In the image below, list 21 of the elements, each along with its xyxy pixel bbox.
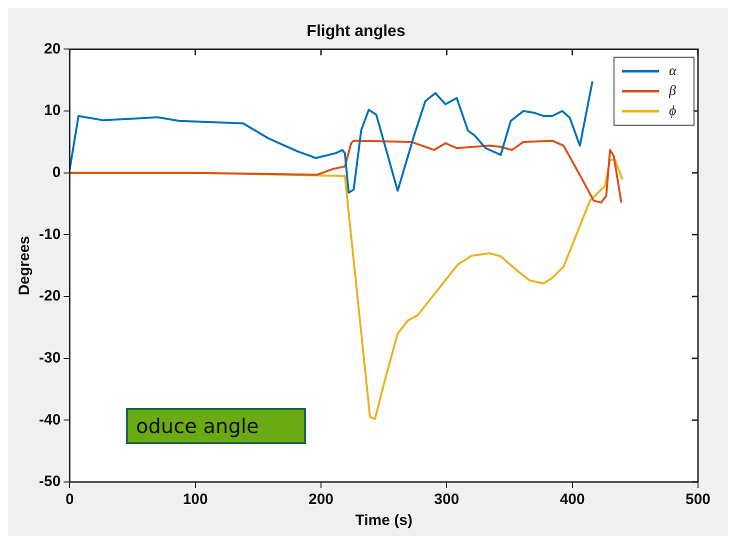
y-tick-label: -30	[38, 349, 61, 366]
annotation: oduce angle	[126, 408, 306, 444]
x-tick-label: 200	[308, 491, 334, 508]
y-tick-label: 20	[44, 40, 61, 58]
x-tick-label: 100	[182, 491, 208, 508]
y-tick-label: 0	[52, 164, 61, 181]
x-axis-title: Time (s)	[355, 512, 412, 530]
y-tick-label: -40	[38, 411, 61, 428]
y-tick-label: -20	[38, 288, 61, 305]
legend-label: ϕ	[669, 104, 676, 119]
y-tick-label: -10	[38, 226, 61, 243]
chart-title: Flight angles	[306, 23, 406, 40]
y-axis-title: Degrees	[16, 236, 34, 296]
legend-label: β	[668, 84, 676, 99]
y-tick-label: 10	[44, 102, 61, 120]
x-tick-label: 0	[66, 491, 74, 508]
legend-label: α	[669, 64, 677, 79]
y-tick-label: -50	[38, 473, 61, 490]
x-tick-label: 500	[685, 491, 711, 508]
x-tick-label: 300	[434, 491, 460, 508]
x-tick-label: 400	[560, 491, 585, 508]
